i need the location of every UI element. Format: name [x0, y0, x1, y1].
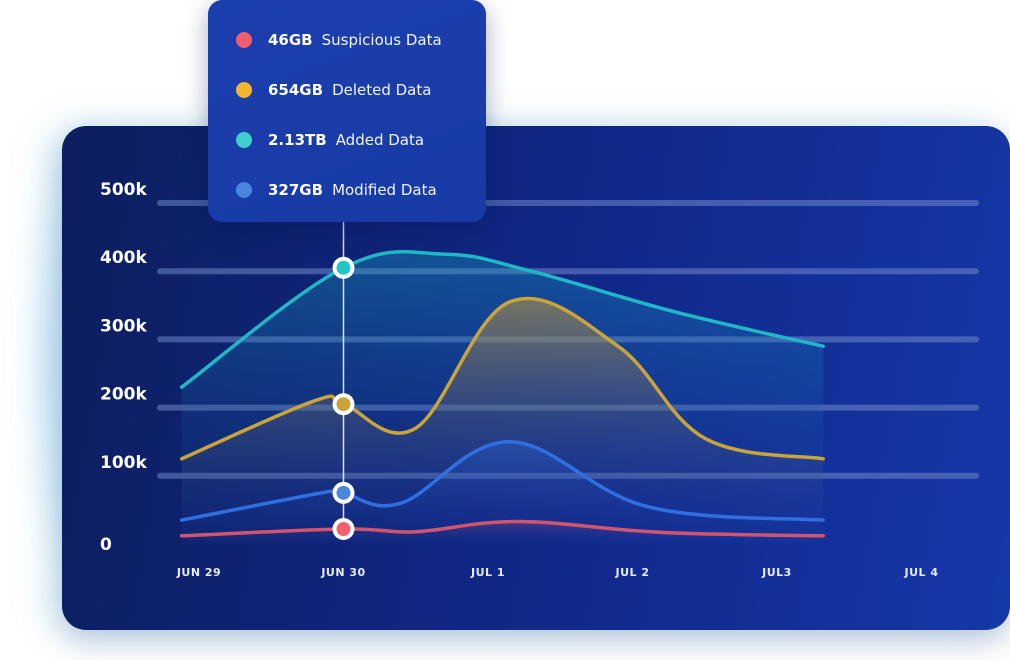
modified-value: 327GB — [268, 181, 324, 199]
modified-line — [179, 439, 825, 522]
suspicious-value: 46GB — [268, 31, 313, 49]
modified-label: Modified Data — [332, 181, 437, 199]
x-tick-label: JUL 2 — [614, 566, 649, 579]
area-chart: 0 100k 200k 300k 400k 500k JUN 29 JUN 30 JUL 1 J… — [100, 126, 979, 579]
x-tick-label: JUL3 — [761, 566, 792, 579]
deleted-value: 654GB — [268, 81, 324, 99]
deleted-label: Deleted Data — [332, 81, 432, 99]
added-line — [179, 249, 825, 389]
modified-dot-icon — [236, 182, 252, 198]
x-tick-label: JUN 29 — [176, 566, 221, 579]
deleted-dot-icon — [236, 82, 252, 98]
y-tick-label: 400k — [100, 248, 147, 268]
tooltip-row-modified: 327GB Modified Data — [236, 180, 437, 200]
added-dot-icon — [236, 132, 252, 148]
suspicious-marker[interactable] — [336, 521, 351, 536]
added-label: Added Data — [335, 131, 425, 149]
x-tick-label: JUN 30 — [320, 566, 365, 579]
x-tick-label: JUL 4 — [903, 566, 938, 579]
x-tick-label: JUL 1 — [470, 566, 505, 579]
added-value: 2.13TB — [268, 131, 327, 149]
suspicious-dot-icon — [236, 32, 252, 48]
suspicious-label: Suspicious Data — [321, 31, 442, 49]
modified-marker[interactable] — [336, 485, 351, 500]
y-tick-label: 300k — [100, 316, 147, 336]
tooltip-row-deleted: 654GB Deleted Data — [236, 80, 431, 100]
y-tick-label: 500k — [100, 180, 147, 200]
suspicious-line — [179, 519, 825, 538]
data-tooltip: 46GB Suspicious Data 654GB Deleted Data … — [208, 0, 486, 222]
tooltip-row-added: 2.13TB Added Data — [236, 130, 424, 150]
chart-panel: 0 100k 200k 300k 400k 500k JUN 29 JUN 30 JUL 1 J… — [62, 126, 1010, 630]
y-tick-label: 100k — [100, 453, 147, 473]
deleted-line — [179, 296, 825, 461]
added-marker[interactable] — [336, 260, 351, 275]
tooltip-row-suspicious: 46GB Suspicious Data — [236, 30, 442, 50]
y-tick-label: 0 — [100, 535, 112, 555]
deleted-marker[interactable] — [336, 397, 351, 412]
y-tick-label: 200k — [100, 385, 147, 405]
